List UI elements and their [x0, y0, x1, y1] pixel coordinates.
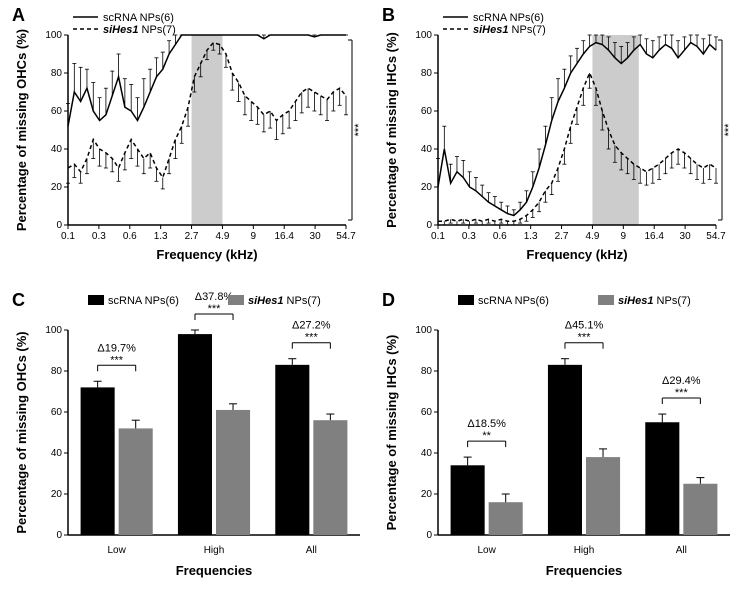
svg-text:20: 20	[51, 489, 63, 500]
svg-text:Percentage of missing OHCs (%): Percentage of missing OHCs (%)	[14, 331, 29, 533]
svg-text:***: ***	[353, 123, 365, 137]
svg-text:60: 60	[51, 407, 63, 418]
svg-text:**: **	[482, 430, 491, 442]
svg-text:80: 80	[421, 366, 433, 377]
svg-text:Δ29.4%: Δ29.4%	[662, 375, 701, 387]
svg-text:All: All	[306, 545, 317, 556]
svg-text:60: 60	[421, 407, 433, 418]
panel-B: B0204060801000.10.30.61.32.74.9916.43054…	[380, 5, 740, 275]
svg-text:Δ45.1%: Δ45.1%	[565, 320, 604, 332]
svg-text:***: ***	[723, 123, 735, 137]
svg-text:0: 0	[56, 530, 62, 541]
svg-text:0: 0	[426, 530, 432, 541]
svg-text:4.9: 4.9	[585, 231, 599, 242]
svg-text:Frequencies: Frequencies	[546, 563, 623, 578]
svg-text:***: ***	[675, 387, 689, 399]
svg-text:80: 80	[51, 68, 63, 79]
svg-text:siHes1 NPs(7): siHes1 NPs(7)	[473, 24, 546, 36]
svg-text:Δ37.8%: Δ37.8%	[195, 291, 234, 303]
svg-text:Percentage of missing IHCs (%): Percentage of missing IHCs (%)	[384, 335, 399, 531]
svg-text:20: 20	[421, 182, 433, 193]
svg-text:Δ19.7%: Δ19.7%	[97, 342, 136, 354]
panel-A: A0204060801000.10.30.61.32.74.9916.43054…	[10, 5, 370, 275]
svg-text:siHes1 NPs(7): siHes1 NPs(7)	[103, 24, 176, 36]
svg-text:Frequency (kHz): Frequency (kHz)	[156, 247, 257, 262]
svg-text:2.7: 2.7	[185, 231, 199, 242]
svg-text:Δ27.2%: Δ27.2%	[292, 320, 331, 332]
svg-text:Low: Low	[107, 545, 126, 556]
svg-text:Percentage of missing OHCs (%): Percentage of missing OHCs (%)	[14, 29, 29, 231]
svg-text:scRNA NPs(6): scRNA NPs(6)	[473, 12, 544, 24]
svg-text:High: High	[204, 545, 225, 556]
svg-text:***: ***	[208, 303, 222, 315]
svg-text:Frequency (kHz): Frequency (kHz)	[526, 247, 627, 262]
svg-text:80: 80	[421, 68, 433, 79]
svg-text:54.7: 54.7	[336, 231, 356, 242]
svg-text:100: 100	[45, 325, 62, 336]
svg-text:100: 100	[415, 30, 432, 41]
svg-text:0.6: 0.6	[123, 231, 137, 242]
svg-text:16.4: 16.4	[274, 231, 294, 242]
svg-text:40: 40	[51, 448, 63, 459]
svg-text:0.3: 0.3	[462, 231, 476, 242]
panel-D: D020406080100Percentage of missing IHCs …	[380, 290, 740, 590]
svg-text:Percentage of missing IHCs (%): Percentage of missing IHCs (%)	[384, 32, 399, 228]
svg-text:30: 30	[680, 231, 692, 242]
svg-text:High: High	[574, 545, 595, 556]
svg-text:9: 9	[251, 231, 257, 242]
svg-text:scRNA NPs(6): scRNA NPs(6)	[103, 12, 174, 24]
svg-text:16.4: 16.4	[644, 231, 664, 242]
svg-text:2.7: 2.7	[555, 231, 569, 242]
chart-A: 0 20 40 60 80 100 0.1 0.3 0.6 1.3 2.7 4.9 9 16.4 30 54.…	[10, 5, 370, 275]
svg-text:siHes1 NPs(7): siHes1 NPs(7)	[618, 295, 691, 307]
svg-text:0: 0	[426, 220, 432, 231]
svg-text:***: ***	[110, 354, 124, 366]
svg-text:0.6: 0.6	[493, 231, 507, 242]
svg-text:60: 60	[51, 106, 63, 117]
svg-text:40: 40	[51, 144, 63, 155]
svg-text:***: ***	[305, 332, 319, 344]
chart-B: 0 20 40 60 80 100 0.1 0.3 0.6 1.3 2.7 4.9 9 16.4 30 54.…	[380, 5, 740, 275]
svg-text:Low: Low	[477, 545, 496, 556]
svg-text:20: 20	[421, 489, 433, 500]
svg-text:0.1: 0.1	[61, 231, 75, 242]
svg-text:siHes1 NPs(7): siHes1 NPs(7)	[248, 295, 321, 307]
svg-text:40: 40	[421, 144, 433, 155]
panel-C: C020406080100Percentage of missing OHCs …	[10, 290, 370, 590]
svg-text:0.1: 0.1	[431, 231, 445, 242]
chart-C: 0 20 40 60 80 100 Percentage of missing OHCs (…	[10, 290, 370, 590]
svg-text:***: ***	[578, 332, 592, 344]
svg-text:0.3: 0.3	[92, 231, 106, 242]
svg-text:100: 100	[45, 30, 62, 41]
svg-text:54.7: 54.7	[706, 231, 726, 242]
chart-D: 0 20 40 60 80 100 Percentage of missing IHCs (…	[380, 290, 740, 590]
svg-text:20: 20	[51, 182, 63, 193]
svg-text:4.9: 4.9	[215, 231, 229, 242]
svg-text:Δ18.5%: Δ18.5%	[467, 418, 506, 430]
svg-text:scRNA NPs(6): scRNA NPs(6)	[108, 295, 179, 307]
svg-text:0: 0	[56, 220, 62, 231]
svg-text:9: 9	[621, 231, 627, 242]
svg-text:1.3: 1.3	[524, 231, 538, 242]
svg-text:60: 60	[421, 106, 433, 117]
svg-text:40: 40	[421, 448, 433, 459]
svg-text:All: All	[676, 545, 687, 556]
svg-text:Frequencies: Frequencies	[176, 563, 253, 578]
svg-text:scRNA NPs(6): scRNA NPs(6)	[478, 295, 549, 307]
svg-text:30: 30	[310, 231, 322, 242]
svg-text:100: 100	[415, 325, 432, 336]
svg-text:1.3: 1.3	[154, 231, 168, 242]
svg-text:80: 80	[51, 366, 63, 377]
